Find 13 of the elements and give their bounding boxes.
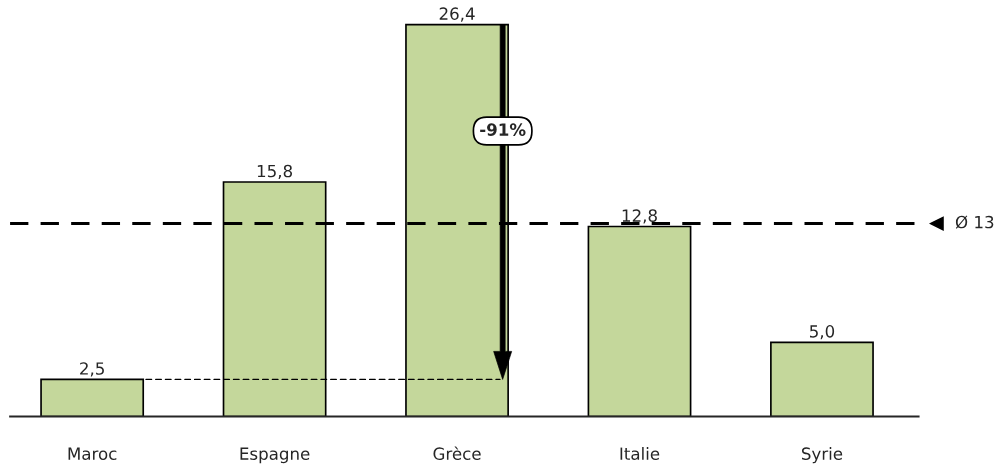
- x-tick-label: Italie: [620, 447, 660, 460]
- x-tick-label: Syrie: [801, 447, 843, 464]
- x-tick-label: Maroc: [68, 447, 117, 460]
- ref-line-label: Ø 13: [955, 215, 994, 229]
- data-label: 15,8: [257, 164, 293, 180]
- x-tick-label: Grèce: [433, 446, 481, 460]
- annotation: -91%: [480, 123, 526, 136]
- data-label: 12,8: [622, 209, 657, 224]
- bar: [770, 341, 874, 417]
- data-label: 5,0: [809, 325, 835, 340]
- x-tick-label: Espagne: [240, 447, 310, 464]
- data-label: 2,5: [80, 362, 104, 377]
- data-label: 26,4: [439, 7, 475, 22]
